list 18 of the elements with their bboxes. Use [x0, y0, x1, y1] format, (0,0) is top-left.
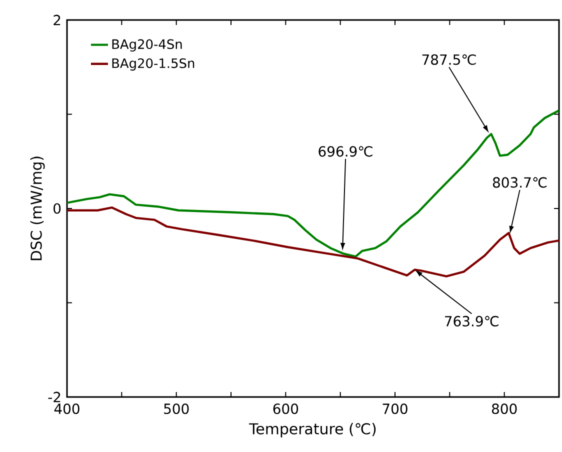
annotation: 696.9℃	[318, 146, 372, 157]
annotation: 803.7℃	[492, 177, 547, 188]
y-axis-title: DSC (mW/mg)	[30, 156, 45, 260]
x-axis-title: Temperature (℃)	[249, 422, 376, 438]
line-series	[67, 109, 560, 258]
annotation: 763.9℃	[445, 316, 498, 326]
x-tick-label: 500	[164, 403, 189, 414]
legend-label: BAg20-1.5Sn	[112, 58, 194, 71]
annotation: 787.5℃	[422, 54, 476, 65]
x-tick-label: 700	[382, 403, 408, 414]
y-tick-label: 0	[54, 203, 61, 214]
line-series	[67, 206, 560, 278]
y-tick-label: -2	[48, 392, 60, 402]
x-tick-label: 600	[273, 403, 298, 414]
legend-label: BAg20-4Sn	[112, 39, 182, 52]
y-tick-label: 2	[54, 14, 60, 26]
x-tick-label: 800	[492, 403, 517, 414]
x-tick-label: 400	[54, 403, 80, 414]
